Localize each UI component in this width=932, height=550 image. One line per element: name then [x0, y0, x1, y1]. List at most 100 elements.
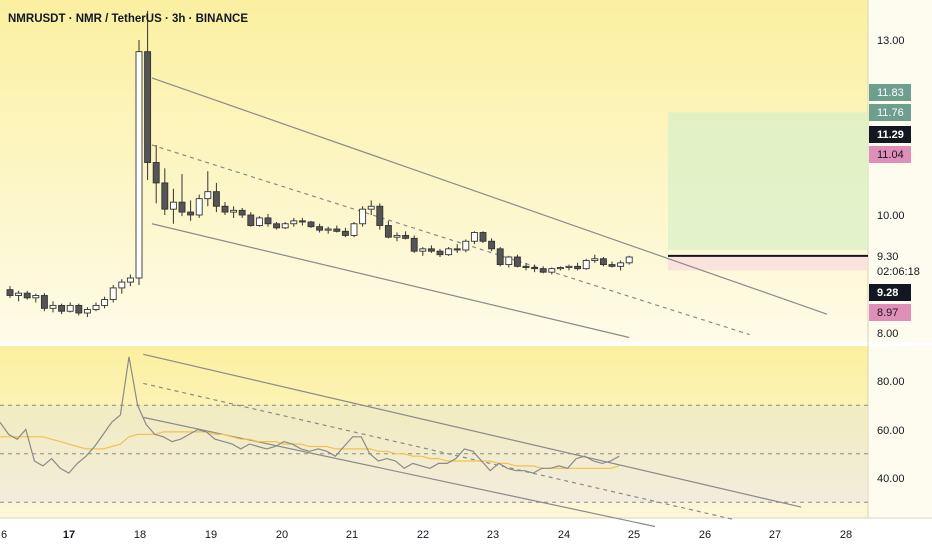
price-badge-box	[869, 284, 911, 301]
time-tick-label: 17	[63, 529, 75, 541]
candle-body	[565, 265, 573, 268]
candle	[298, 217, 306, 226]
candle-body	[178, 201, 186, 213]
candle	[281, 222, 289, 229]
price-badge: 8.97	[869, 304, 911, 321]
candle-body	[307, 221, 315, 228]
rsi-tick-label: 60.00	[877, 425, 905, 437]
candle-body	[298, 220, 306, 223]
rsi-tick-label: 40.00	[877, 473, 905, 485]
price-tick-label: 13.00	[877, 35, 905, 47]
candle	[470, 231, 478, 245]
candle-body	[539, 268, 547, 273]
price-badge-box	[869, 126, 911, 143]
candle	[367, 200, 375, 215]
candle-body	[599, 258, 607, 266]
candle	[582, 258, 590, 270]
candle-body	[187, 211, 195, 216]
time-tick-label: 22	[417, 529, 429, 541]
price-badge-label: 8.97	[877, 307, 898, 319]
candle-body	[505, 256, 513, 266]
candle	[221, 202, 229, 215]
candle	[617, 260, 625, 271]
candle	[445, 247, 453, 256]
candle	[427, 245, 435, 253]
candle	[488, 238, 496, 252]
channel-line-lower	[151, 223, 630, 339]
candle	[548, 267, 556, 275]
rsi-line	[0, 356, 620, 474]
candle-body	[582, 260, 590, 270]
price-badge: 9.30	[877, 251, 898, 263]
candle	[6, 286, 14, 298]
candle-body	[462, 240, 470, 251]
candle	[384, 220, 392, 239]
candle	[307, 220, 315, 228]
candle	[539, 266, 547, 274]
candle	[496, 247, 504, 267]
candle	[531, 264, 539, 273]
candle-body	[384, 225, 392, 238]
candle-body	[436, 250, 444, 256]
price-badge: 9.28	[869, 284, 911, 301]
price-badge-box	[869, 104, 911, 121]
candle-body	[195, 198, 203, 216]
candle-body	[445, 248, 453, 256]
candle	[118, 279, 126, 294]
candle-body	[230, 209, 238, 213]
candle	[75, 303, 83, 316]
chart-title: NMRUSDT · NMR / TetherUS · 3h · BINANCE	[8, 13, 248, 25]
price-badge-box	[869, 84, 911, 101]
time-tick-label: 23	[487, 529, 499, 541]
candle-body	[341, 230, 349, 236]
candle	[83, 307, 91, 318]
candle	[101, 296, 109, 309]
candle-body	[402, 234, 410, 239]
candle	[324, 226, 332, 234]
time-tick-label: 19	[205, 529, 217, 541]
candle-body	[255, 217, 263, 226]
candle-body	[531, 267, 539, 270]
candle	[625, 255, 633, 265]
price-badge-box	[869, 304, 911, 321]
candle	[126, 274, 134, 287]
price-badge-label: 11.29	[877, 129, 904, 141]
price-badge: 11.04	[869, 146, 911, 163]
candle	[290, 217, 298, 227]
price-tick-label: 10.00	[877, 210, 905, 222]
pane-separator[interactable]	[0, 342, 932, 346]
candle	[359, 206, 367, 227]
price-badge: 11.29	[869, 126, 911, 143]
time-tick-label: 27	[769, 529, 781, 541]
candle-body	[281, 223, 289, 229]
time-tick-label: 6	[1, 529, 7, 541]
time-axis-background	[0, 518, 932, 550]
candle	[350, 222, 358, 238]
price-tick-label: 8.00	[877, 328, 898, 340]
candle	[453, 244, 461, 253]
stop-loss-zone	[668, 255, 868, 271]
candle	[144, 10, 152, 180]
candle	[599, 257, 607, 267]
candle-body	[290, 220, 298, 225]
price-badge-label: 9.28	[877, 287, 898, 299]
candle-body	[350, 223, 358, 236]
candle-body	[118, 281, 126, 289]
candle-body	[238, 209, 246, 216]
candle	[273, 222, 281, 230]
price-badge: 02:06:18	[877, 266, 920, 278]
rsi-ma-line	[0, 431, 620, 469]
candle-body	[66, 304, 74, 312]
rsi-channel-line-upper	[143, 353, 802, 508]
take-profit-zone	[668, 112, 868, 250]
candle	[66, 302, 74, 313]
candle	[247, 212, 255, 227]
candle	[178, 174, 186, 217]
candle	[522, 262, 530, 271]
candle	[376, 203, 384, 230]
candle-body	[49, 304, 57, 309]
candle	[462, 239, 470, 253]
candle	[479, 231, 487, 243]
candle	[333, 225, 341, 233]
